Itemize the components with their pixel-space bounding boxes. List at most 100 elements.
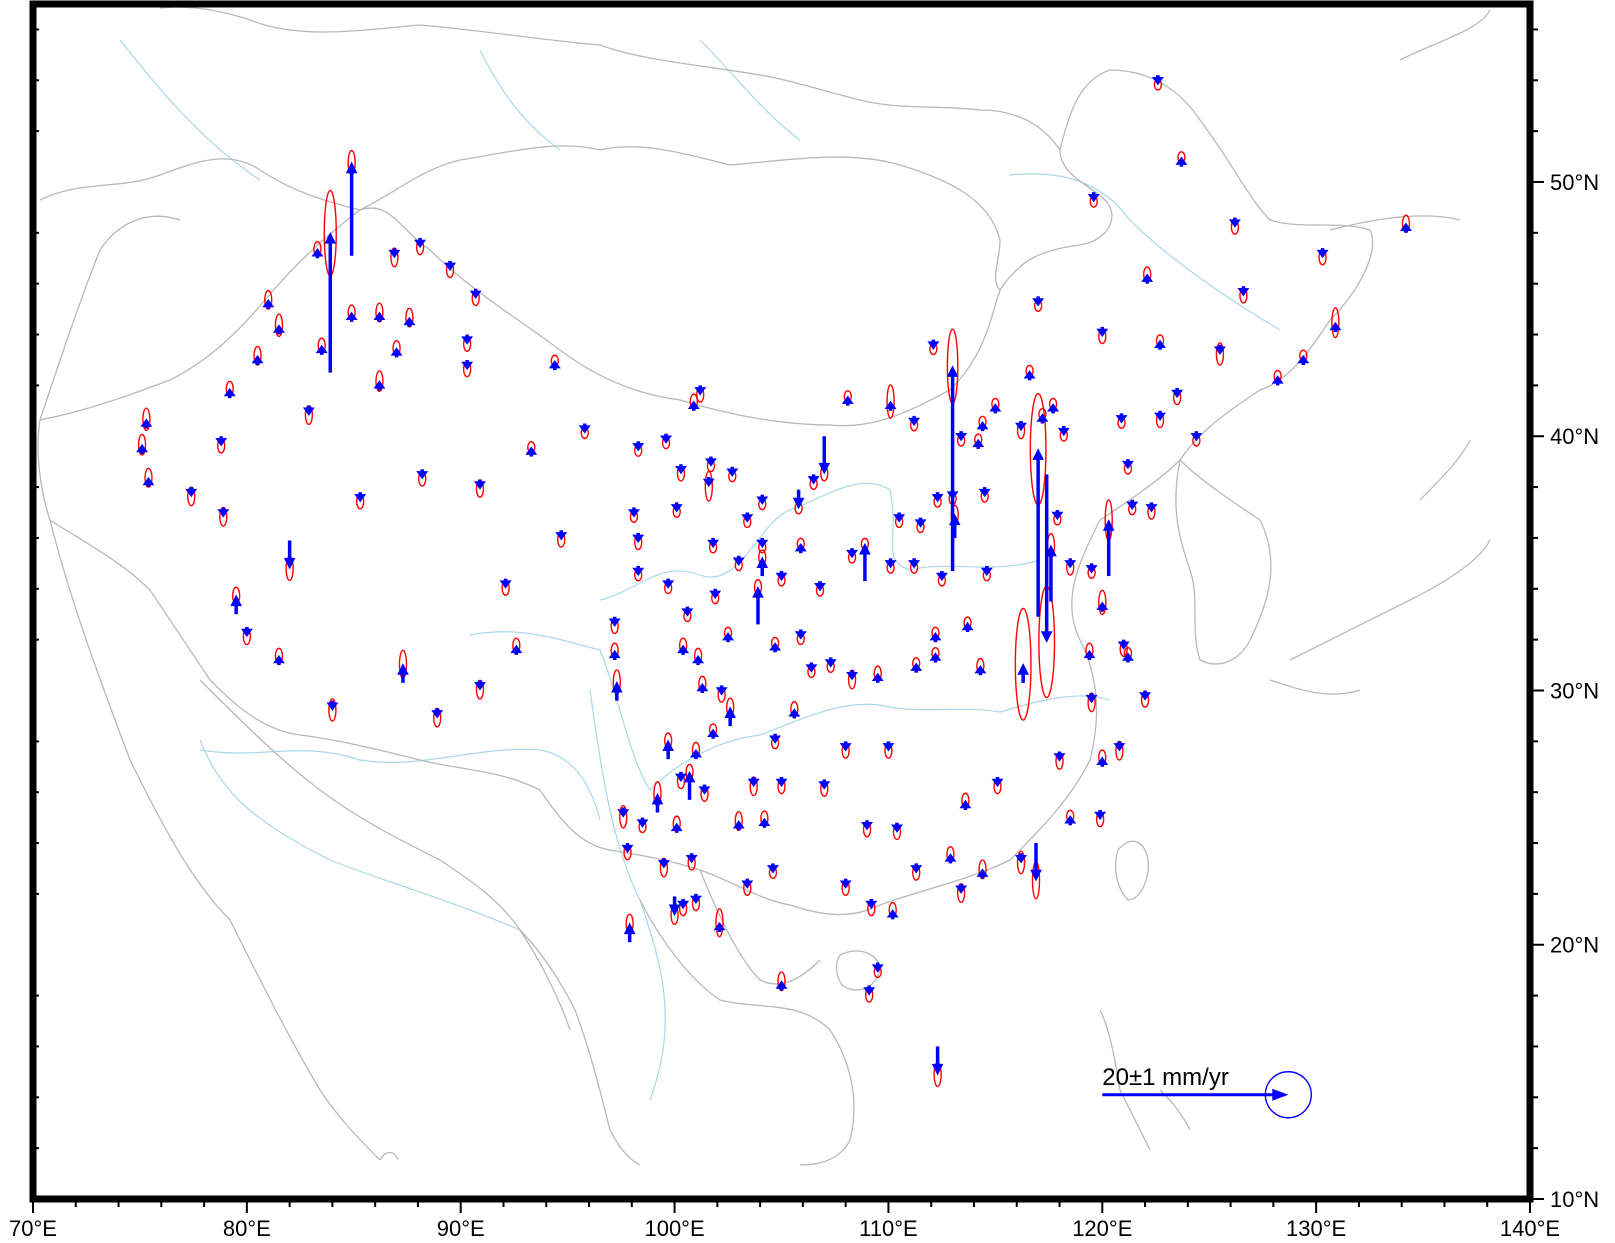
velocity-arrowhead	[807, 476, 820, 485]
velocity-arrowhead	[1053, 753, 1066, 762]
japan-border	[1269, 9, 1491, 695]
velocity-arrowhead	[794, 631, 807, 640]
x-tick-label: 140°E	[1500, 1216, 1560, 1241]
velocity-arrowhead	[1113, 743, 1126, 752]
velocity-arrowhead	[623, 922, 636, 935]
velocity-arrowhead	[769, 735, 782, 744]
velocity-arrowhead	[621, 844, 634, 854]
velocity-arrowhead	[818, 781, 831, 790]
velocity-arrowhead	[732, 557, 745, 566]
velocity-arrowhead	[223, 387, 236, 397]
x-tick-label: 110°E	[859, 1216, 918, 1241]
velocity-vectors	[136, 75, 1412, 1076]
velocity-arrowhead	[668, 904, 681, 917]
velocity-arrowhead	[354, 493, 367, 503]
velocity-arrowhead	[461, 361, 474, 371]
map-frame	[29, 0, 1534, 1203]
x-tick-label: 100°E	[644, 1216, 704, 1241]
velocity-arrowhead	[1175, 156, 1188, 165]
velocity-arrowhead	[1064, 815, 1077, 824]
velocity-arrowhead	[769, 642, 782, 651]
velocity-arrowhead	[929, 652, 942, 661]
velocity-arrowhead	[1237, 288, 1250, 297]
velocity-arrowhead	[978, 488, 991, 498]
hainan-border	[835, 950, 881, 991]
velocity-arrowhead	[863, 987, 876, 996]
error-ellipse	[328, 698, 337, 722]
velocity-arrowhead	[980, 567, 993, 577]
velocity-arrowhead	[660, 435, 672, 444]
velocity-arrowhead	[414, 239, 427, 249]
velocity-arrowhead	[722, 632, 735, 641]
velocity-arrowhead	[1032, 298, 1045, 307]
velocity-arrowhead	[910, 865, 923, 874]
velocity-arrowhead	[217, 509, 230, 518]
velocity-arrowhead	[1023, 370, 1036, 379]
velocity-arrowhead	[976, 420, 989, 430]
rivers	[119, 39, 1281, 1101]
velocity-arrowhead	[315, 344, 328, 354]
error-ellipse	[1215, 342, 1225, 366]
velocity-arrowhead	[611, 680, 623, 693]
velocity-arrowhead	[632, 443, 645, 452]
velocity-arrowhead	[891, 824, 903, 833]
error-ellipse	[390, 247, 399, 268]
velocity-arrowhead	[1154, 412, 1166, 421]
velocity-arrowhead	[1015, 855, 1027, 864]
velocity-arrowhead	[311, 248, 324, 257]
mongolia-border	[359, 145, 1001, 291]
velocity-arrowhead	[662, 739, 674, 752]
india-border	[49, 519, 571, 1161]
velocity-arrowhead	[861, 821, 874, 831]
velocity-arrowhead	[775, 980, 788, 989]
error-ellipses	[137, 78, 1411, 1088]
velocity-arrowhead	[1121, 652, 1134, 661]
velocity-arrowhead	[1057, 427, 1070, 437]
velocity-arrowhead	[388, 249, 401, 259]
velocity-arrowhead	[752, 586, 764, 598]
velocity-arrowhead	[1117, 641, 1130, 650]
velocity-arrowhead	[324, 232, 337, 244]
velocity-arrowhead	[839, 743, 852, 752]
velocity-arrowhead	[1085, 694, 1098, 704]
velocity-arrowhead	[1271, 375, 1284, 384]
velocity-arrowhead	[882, 743, 895, 752]
velocity-arrowhead	[1329, 321, 1342, 331]
x-tick-label: 120°E	[1072, 1216, 1132, 1241]
velocity-arrowhead	[976, 868, 989, 877]
velocity-arrowhead	[758, 817, 771, 826]
velocity-arrowhead	[732, 820, 745, 829]
velocity-arrowhead	[617, 809, 630, 818]
velocity-arrowhead	[608, 649, 621, 659]
error-ellipse	[137, 433, 147, 456]
velocity-arrowhead	[670, 504, 683, 513]
velocity-arrowhead	[908, 417, 921, 427]
velocity-arrowhead	[345, 311, 358, 321]
velocity-arrowhead	[1171, 389, 1184, 399]
velocity-arrowhead	[707, 539, 720, 549]
error-ellipse	[1014, 607, 1032, 721]
velocity-arrowhead	[1141, 273, 1154, 282]
x-tick-label: 80°E	[223, 1216, 271, 1241]
velocity-arrowhead	[910, 662, 923, 671]
velocity-arrowhead	[792, 497, 805, 510]
velocity-arrowhead	[824, 659, 837, 668]
velocity-arrowhead	[326, 702, 339, 711]
velocity-arrowhead	[687, 400, 700, 410]
mekong-river	[589, 689, 666, 1101]
velocity-arrowhead	[741, 514, 754, 523]
velocity-arrowhead	[683, 770, 696, 783]
velocity-arrowhead	[1213, 346, 1226, 355]
error-ellipse	[264, 289, 273, 310]
amur-river	[1009, 173, 1281, 331]
velocity-arrowhead	[756, 556, 769, 568]
velocity-arrowhead	[1126, 501, 1139, 510]
velocity-arrowhead	[140, 418, 153, 427]
korea-border	[1175, 459, 1272, 665]
velocity-arrowhead	[689, 748, 702, 758]
velocity-arrowhead	[283, 557, 296, 570]
velocity-arrowhead	[692, 654, 705, 664]
error-ellipse	[142, 407, 151, 432]
x-tick-label: 90°E	[437, 1216, 485, 1241]
velocity-arrowhead	[775, 778, 788, 788]
